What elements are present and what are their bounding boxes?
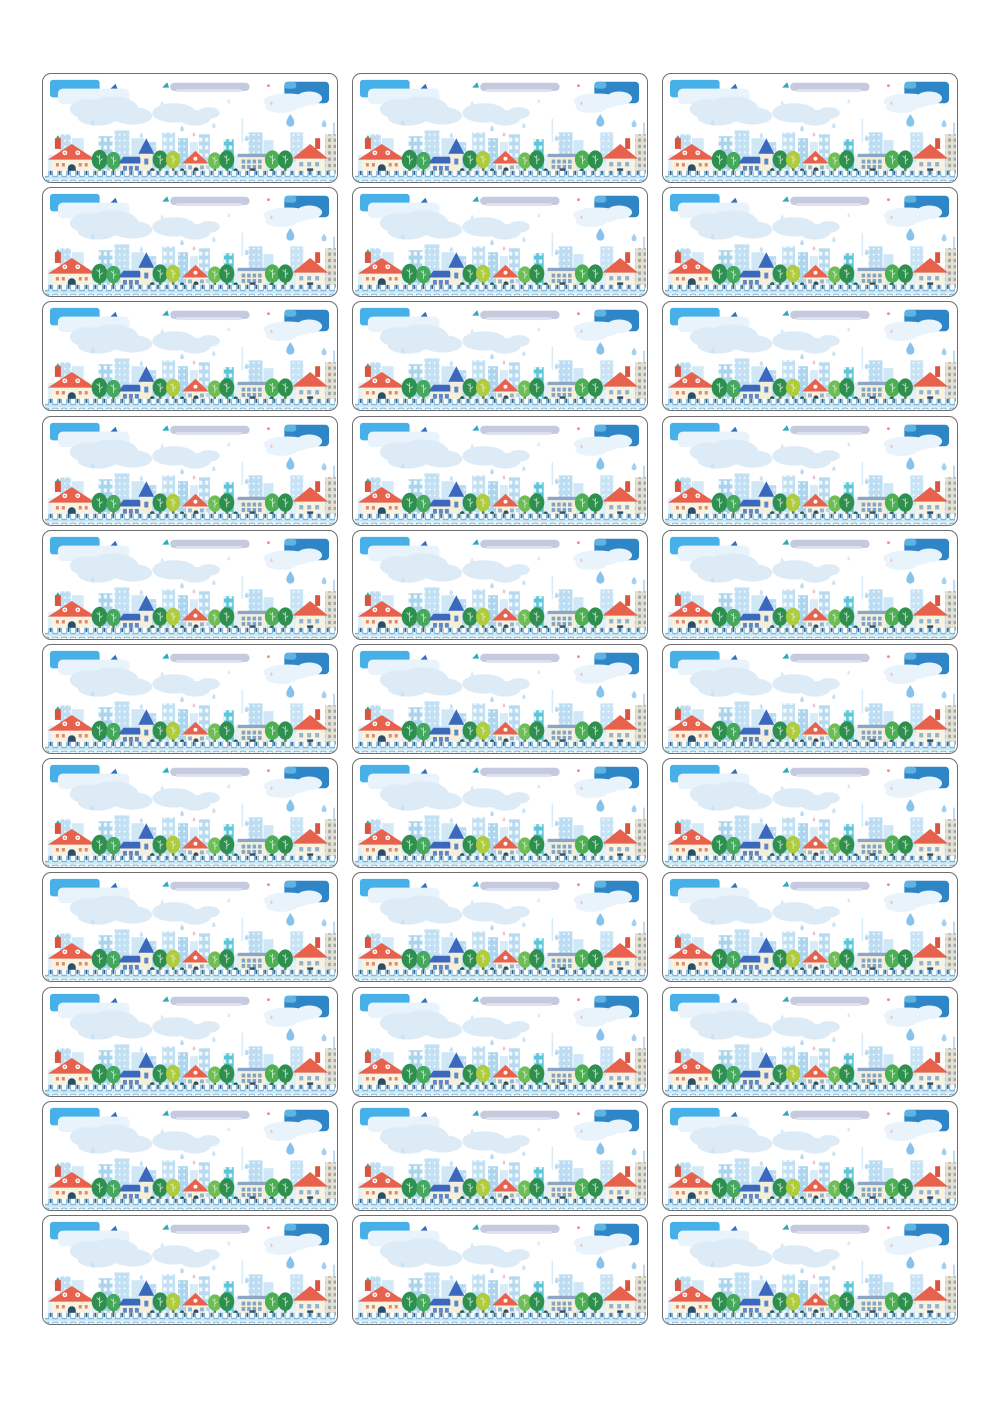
label-card	[662, 1214, 958, 1325]
town-illustration	[43, 645, 337, 753]
town-illustration	[43, 74, 337, 182]
label-card	[42, 529, 338, 640]
label-card	[352, 643, 648, 754]
town-illustration	[353, 74, 647, 182]
town-illustration	[663, 531, 957, 639]
town-illustration	[353, 873, 647, 981]
label-card	[352, 187, 648, 298]
town-illustration	[663, 417, 957, 525]
town-illustration	[663, 645, 957, 753]
label-card	[352, 872, 648, 983]
label-card	[42, 643, 338, 754]
label-card	[662, 872, 958, 983]
label-card	[662, 415, 958, 526]
label-card	[42, 758, 338, 869]
label-card	[662, 73, 958, 183]
town-illustration	[43, 988, 337, 1096]
town-illustration	[353, 645, 647, 753]
label-card	[42, 187, 338, 298]
label-card	[662, 301, 958, 412]
town-illustration	[663, 302, 957, 410]
town-illustration	[353, 531, 647, 639]
town-illustration	[43, 759, 337, 867]
town-illustration	[663, 759, 957, 867]
label-card	[42, 1214, 338, 1325]
label-card	[662, 187, 958, 298]
label-card	[662, 643, 958, 754]
town-illustration	[43, 873, 337, 981]
town-illustration	[663, 988, 957, 1096]
label-card	[352, 529, 648, 640]
label-card	[352, 986, 648, 1097]
label-card	[352, 415, 648, 526]
label-card	[662, 1100, 958, 1211]
town-illustration	[353, 1216, 647, 1324]
label-card	[352, 758, 648, 869]
label-card	[42, 872, 338, 983]
label-card	[662, 529, 958, 640]
town-illustration	[353, 759, 647, 867]
town-illustration	[43, 1216, 337, 1324]
town-illustration	[43, 531, 337, 639]
town-illustration	[353, 1102, 647, 1210]
label-card	[662, 986, 958, 1097]
label-card	[42, 415, 338, 526]
town-illustration	[663, 873, 957, 981]
town-illustration	[43, 188, 337, 296]
label-card	[352, 1214, 648, 1325]
town-illustration	[43, 1102, 337, 1210]
label-card	[662, 758, 958, 869]
label-grid	[42, 73, 958, 1325]
label-card	[42, 301, 338, 412]
town-illustration	[353, 188, 647, 296]
town-illustration	[663, 1216, 957, 1324]
label-card	[42, 986, 338, 1097]
town-illustration	[43, 302, 337, 410]
town-illustration	[353, 988, 647, 1096]
town-illustration	[353, 417, 647, 525]
town-illustration	[663, 1102, 957, 1210]
town-illustration	[663, 74, 957, 182]
label-card	[42, 73, 338, 183]
label-card	[352, 301, 648, 412]
label-card	[352, 73, 648, 183]
town-illustration	[353, 302, 647, 410]
town-illustration	[43, 417, 337, 525]
label-card	[42, 1100, 338, 1211]
label-card	[352, 1100, 648, 1211]
town-illustration	[663, 188, 957, 296]
